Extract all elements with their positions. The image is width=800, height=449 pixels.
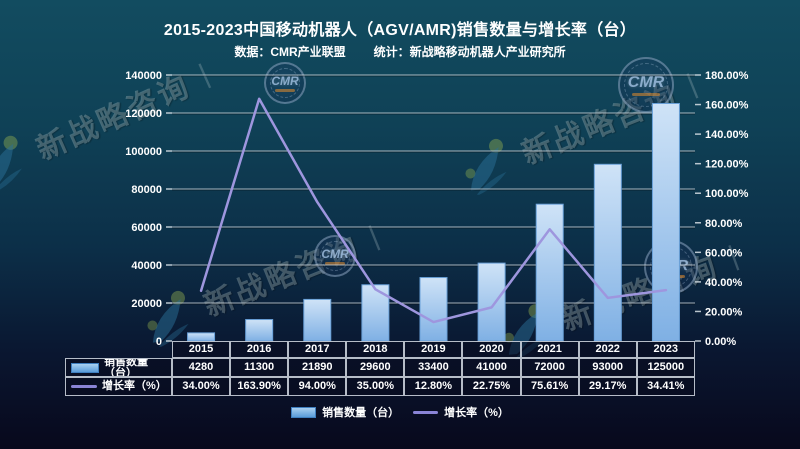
right-axis-tick-label: 0.00% <box>705 336 736 348</box>
growth-value-cell: 34.00% <box>172 377 231 396</box>
left-axis-tick-label: 120000 <box>125 108 162 120</box>
right-axis-tick-label: 160.00% <box>705 100 749 112</box>
right-axis-tick-label: 80.00% <box>705 218 743 230</box>
growth-value-cell: 35.00% <box>346 377 405 396</box>
growth-rate-line <box>199 97 668 324</box>
left-axis-tick-label: 40000 <box>131 260 162 272</box>
sales-value-cell: 29600 <box>346 358 405 377</box>
year-cell: 2021 <box>520 341 579 358</box>
data-source-label: 数据：CMR产业联盟 <box>234 45 346 59</box>
sales-value-cell: 72000 <box>520 358 579 377</box>
line-series-swatch-icon <box>71 385 97 388</box>
growth-value-cell: 94.00% <box>288 377 347 396</box>
sales-value-cell: 93000 <box>578 358 637 377</box>
year-cell: 2018 <box>346 341 405 358</box>
year-cell: 2020 <box>462 341 521 358</box>
bar-series-swatch-icon <box>291 406 317 418</box>
left-axis-tick-label: 100000 <box>125 146 162 158</box>
sales-value-cell: 4280 <box>172 358 231 377</box>
bar-series-swatch-icon <box>71 362 99 373</box>
growth-value-cell: 34.41% <box>636 377 695 396</box>
right-axis-tick-label: 180.00% <box>705 70 749 82</box>
table-corner-spacer <box>65 341 172 358</box>
right-axis-tick-label: 140.00% <box>705 129 749 141</box>
growth-value-cell: 163.90% <box>230 377 289 396</box>
stat-source-label: 统计：新战略移动机器人产业研究所 <box>373 45 566 59</box>
left-axis-tick-label: 60000 <box>131 222 162 234</box>
data-table: 2015 2016 2017 2018 2019 2020 2021 2022 2023 销售数量… <box>65 341 695 396</box>
sales-bar-2015 <box>187 332 216 342</box>
left-axis-tick-label: 80000 <box>131 184 162 196</box>
sales-bar-2016 <box>245 319 274 342</box>
year-cell: 2022 <box>578 341 637 358</box>
left-axis-tick-label: 0 <box>156 336 162 348</box>
right-axis-tick-label: 120.00% <box>705 159 749 171</box>
right-axis-tick-label: 60.00% <box>705 247 743 259</box>
sales-bar-2019 <box>419 277 448 342</box>
sales-bar-2022 <box>593 163 622 342</box>
right-axis-tick-label: 20.00% <box>705 306 743 318</box>
sales-bar-2017 <box>303 298 332 342</box>
row-label-growth: 增长率（%） <box>65 377 172 396</box>
sales-bar-2021 <box>535 203 564 342</box>
year-cell: 2015 <box>172 341 231 358</box>
sales-value-cell: 11300 <box>230 358 289 377</box>
line-series-swatch-icon <box>413 410 439 414</box>
chart-subtitle: 数据：CMR产业联盟 统计：新战略移动机器人产业研究所 <box>0 43 800 60</box>
year-cell: 2017 <box>288 341 347 358</box>
sales-bar-2020 <box>477 262 506 342</box>
row-label-sales: 销售数量（台） <box>65 358 172 377</box>
year-cell: 2023 <box>636 341 695 358</box>
sales-value-cell: 33400 <box>404 358 463 377</box>
legend-growth-label: 增长率（%） <box>444 407 509 419</box>
chart-legend: 销售数量（台） 增长率（%） <box>0 404 800 420</box>
sales-value-cell: 41000 <box>462 358 521 377</box>
year-cell: 2016 <box>230 341 289 358</box>
sales-value-cell: 125000 <box>636 358 695 377</box>
legend-item-growth: 增长率（%） <box>413 404 509 420</box>
year-cell: 2019 <box>404 341 463 358</box>
sales-value-cell: 21890 <box>288 358 347 377</box>
legend-item-sales: 销售数量（台） <box>291 404 399 420</box>
legend-sales-label: 销售数量（台） <box>322 407 400 419</box>
left-axis-tick-label: 140000 <box>125 70 162 82</box>
growth-value-cell: 12.80% <box>404 377 463 396</box>
right-axis-tick-label: 40.00% <box>705 277 743 289</box>
growth-value-cell: 75.61% <box>520 377 579 396</box>
sales-bar-2023 <box>651 103 680 342</box>
chart-title: 2015-2023中国移动机器人（AGV/AMR)销售数量与增长率（台） <box>163 22 637 39</box>
right-axis-tick-label: 100.00% <box>705 188 749 200</box>
growth-value-cell: 22.75% <box>462 377 521 396</box>
growth-value-cell: 29.17% <box>578 377 637 396</box>
left-axis-tick-label: 20000 <box>131 298 162 310</box>
